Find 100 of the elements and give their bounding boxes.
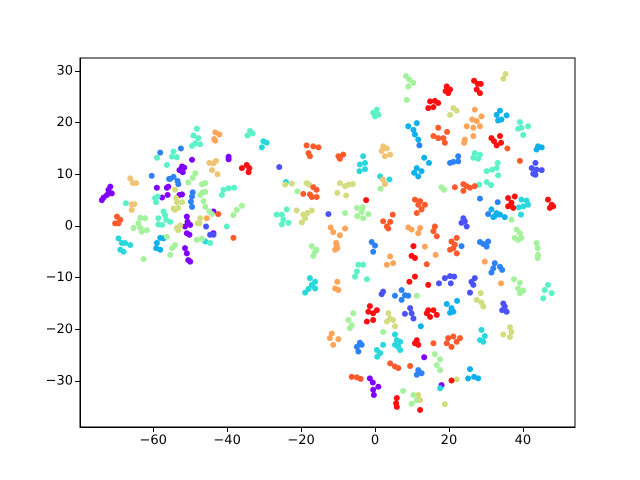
point xyxy=(363,197,370,204)
point xyxy=(417,406,424,413)
point xyxy=(330,342,336,348)
point xyxy=(98,197,105,204)
point xyxy=(370,380,376,386)
point xyxy=(306,275,313,282)
point xyxy=(392,331,398,338)
point xyxy=(502,71,508,78)
point xyxy=(362,160,368,166)
point xyxy=(436,280,442,286)
point xyxy=(204,215,210,222)
point xyxy=(504,112,510,118)
point xyxy=(364,318,370,325)
point xyxy=(415,173,422,180)
point xyxy=(127,175,134,182)
point xyxy=(454,298,460,304)
point xyxy=(488,206,494,212)
point xyxy=(442,275,448,282)
point xyxy=(398,296,405,303)
point xyxy=(180,169,186,176)
y-tick-label: 30 xyxy=(56,63,73,78)
point xyxy=(474,86,480,93)
point xyxy=(454,108,460,114)
point xyxy=(258,144,265,150)
point xyxy=(512,194,518,200)
point xyxy=(276,164,282,170)
point xyxy=(478,290,484,296)
point xyxy=(480,338,486,345)
x-tick-label: 20 xyxy=(440,433,458,448)
point xyxy=(397,338,404,345)
point xyxy=(496,133,503,140)
point xyxy=(342,226,348,232)
point xyxy=(390,260,396,266)
point xyxy=(157,150,164,156)
point xyxy=(384,262,390,268)
point xyxy=(418,168,425,174)
point xyxy=(432,252,439,258)
point xyxy=(370,248,376,255)
point xyxy=(538,167,545,174)
point xyxy=(246,169,252,176)
point xyxy=(475,375,482,382)
point xyxy=(374,354,380,360)
point xyxy=(405,123,412,130)
point xyxy=(430,307,436,314)
point xyxy=(392,323,398,330)
point xyxy=(390,317,396,324)
point xyxy=(184,250,190,256)
point xyxy=(500,331,506,338)
point xyxy=(422,244,428,250)
point xyxy=(499,266,506,273)
point xyxy=(472,275,478,282)
point xyxy=(412,131,418,138)
point xyxy=(182,245,188,252)
point xyxy=(412,255,418,262)
point xyxy=(506,334,513,340)
point xyxy=(470,133,476,140)
point xyxy=(336,232,343,238)
point xyxy=(505,203,512,210)
point xyxy=(203,223,210,230)
point xyxy=(392,342,398,348)
point xyxy=(470,282,476,288)
point xyxy=(518,196,524,203)
point xyxy=(384,318,390,325)
point xyxy=(477,90,483,96)
point xyxy=(417,225,424,232)
point xyxy=(402,310,408,317)
point xyxy=(417,397,424,404)
point xyxy=(294,207,300,214)
point xyxy=(442,401,448,408)
point xyxy=(518,212,524,218)
point xyxy=(465,375,472,382)
point xyxy=(213,158,220,164)
point xyxy=(424,310,430,316)
point xyxy=(387,253,394,260)
point xyxy=(370,392,377,398)
point xyxy=(412,274,418,280)
point xyxy=(534,146,540,152)
point xyxy=(375,384,382,390)
point xyxy=(414,165,420,172)
point xyxy=(498,140,504,146)
point xyxy=(157,246,164,253)
point xyxy=(326,335,333,342)
point xyxy=(504,308,510,315)
point xyxy=(474,118,480,124)
point xyxy=(335,287,342,294)
point xyxy=(435,100,442,106)
point xyxy=(370,386,376,393)
point xyxy=(415,136,422,143)
point xyxy=(392,292,398,299)
point xyxy=(421,154,428,161)
point xyxy=(494,112,500,118)
point xyxy=(410,315,416,322)
y-tick-label: −30 xyxy=(46,374,73,389)
point xyxy=(335,336,342,342)
point xyxy=(494,199,501,206)
point xyxy=(437,385,444,392)
point xyxy=(128,206,135,213)
point xyxy=(366,303,373,310)
point xyxy=(430,104,436,110)
point xyxy=(407,305,414,312)
